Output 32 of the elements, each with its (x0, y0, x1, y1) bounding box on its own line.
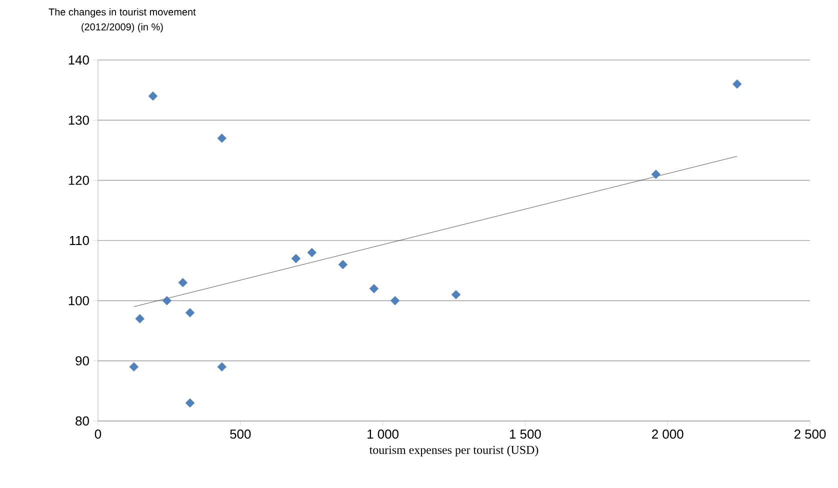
point (135, 314, 145, 324)
point (369, 284, 379, 294)
point (451, 290, 461, 300)
x-axis-title: tourism expenses per tourist (USD) (369, 446, 538, 456)
point (307, 248, 317, 258)
point (162, 296, 172, 306)
point (217, 134, 227, 143)
point (651, 170, 661, 179)
y-tick-label: 100 (68, 296, 89, 306)
point (185, 398, 195, 408)
point (129, 362, 139, 372)
point (217, 362, 227, 372)
point (338, 260, 348, 270)
point (291, 254, 301, 264)
y-tick-label: 120 (68, 176, 89, 185)
point (390, 296, 400, 306)
x-tick-label: 1 500 (510, 430, 541, 439)
x-tick-label: 0 (94, 430, 102, 439)
y-tick-label: 90 (76, 356, 89, 366)
y-axis-title: The changes in tourist movement (2012/2009) (in %) (48, 8, 196, 32)
x-tick-label: 2 000 (652, 430, 684, 439)
y-tick-label: 110 (70, 236, 89, 246)
x-tick-label: 1 000 (368, 430, 398, 439)
point (185, 308, 195, 318)
point (178, 278, 188, 288)
x-tick-label: 2 500 (794, 430, 826, 439)
y-tick-label: 140 (68, 55, 89, 65)
x-tick-label: 500 (230, 430, 251, 439)
point (148, 91, 158, 101)
point (732, 79, 742, 89)
y-tick-label: 130 (68, 116, 89, 125)
y-tick-label: 80 (76, 416, 89, 426)
